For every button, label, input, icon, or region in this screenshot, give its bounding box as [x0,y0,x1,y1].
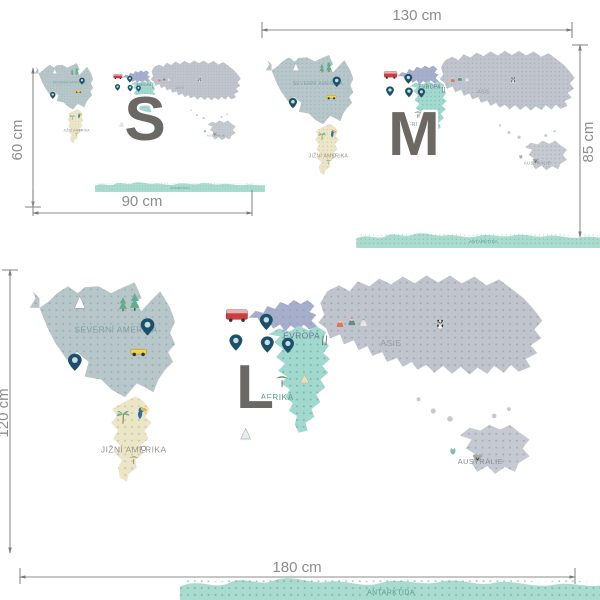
svg-text:180 cm: 180 cm [272,559,321,576]
svg-text:120 cm: 120 cm [0,388,12,437]
svg-text:60 cm: 60 cm [9,120,26,161]
svg-text:85 cm: 85 cm [580,122,597,163]
svg-text:S: S [124,85,165,154]
svg-text:M: M [388,100,440,169]
svg-text:130 cm: 130 cm [392,7,441,24]
svg-text:L: L [236,353,274,422]
svg-text:90 cm: 90 cm [122,193,163,210]
